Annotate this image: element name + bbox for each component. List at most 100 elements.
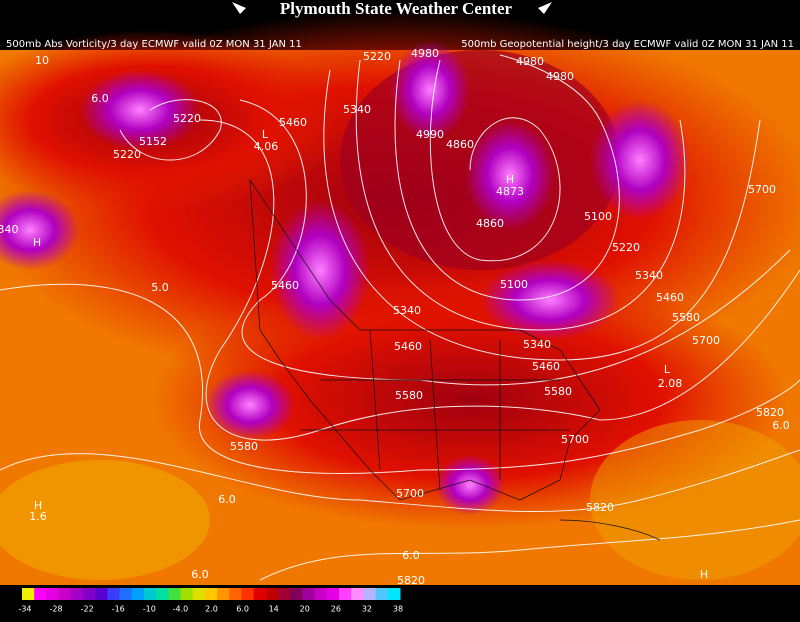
colorbar-swatch — [95, 588, 108, 600]
colorbar-label: 32 — [362, 605, 372, 614]
colorbar-swatch — [326, 588, 340, 600]
colorbar-label: 14 — [269, 605, 279, 614]
contour-label: 5460 — [394, 340, 422, 353]
contour-label: 4.06 — [254, 140, 279, 153]
contour-label: 5340 — [635, 269, 663, 282]
contour-label: 6.0 — [191, 568, 209, 581]
colorbar-swatch — [375, 588, 389, 600]
contour-label: 5460 — [532, 360, 560, 373]
contour-label: 5700 — [396, 487, 424, 500]
colorbar-swatch — [278, 588, 291, 600]
colorbar-swatch — [46, 588, 60, 600]
contour-label: 4873 — [496, 185, 524, 198]
contour-label: 5100 — [500, 278, 528, 291]
contour-label: H — [700, 568, 708, 581]
colorbar-swatch — [119, 588, 133, 600]
colorbar-label: -22 — [81, 605, 94, 614]
title: Plymouth State Weather Center — [280, 0, 513, 18]
contour-label: 340 — [0, 223, 19, 236]
right-caption: 500mb Geopotential height/3 day ECMWF va… — [461, 39, 794, 50]
contour-label: 6.0 — [402, 549, 420, 562]
contour-label: 4860 — [476, 217, 504, 230]
contour-label: 4980 — [411, 47, 439, 60]
colorbar-label: -28 — [50, 605, 63, 614]
contour-label: 5580 — [395, 389, 423, 402]
contour-label: 5700 — [561, 433, 589, 446]
colorbar-label: 20 — [300, 605, 310, 614]
colorbar-swatch — [22, 588, 35, 600]
colorbar-swatch — [168, 588, 182, 600]
contour-label: 4860 — [446, 138, 474, 151]
contour-label: H — [33, 236, 41, 249]
colorbar-swatch — [314, 588, 328, 600]
colorbar-swatch — [156, 588, 169, 600]
colorbar-swatch — [351, 588, 364, 600]
contour-label: 5460 — [271, 279, 299, 292]
contour-label: 4980 — [546, 70, 574, 83]
colorbar-swatch — [192, 588, 206, 600]
contour-label: 5820 — [397, 574, 425, 587]
contour-label: H — [34, 499, 42, 512]
contour-label: 5152 — [139, 135, 167, 148]
colorbar-label: -10 — [143, 605, 156, 614]
contour-label: 5220 — [173, 112, 201, 125]
contour-label: 6.0 — [772, 419, 790, 432]
contour-label: 5.0 — [151, 281, 169, 294]
map — [0, 10, 800, 585]
colorbar-label: 6.0 — [236, 605, 249, 614]
contour-label: 5580 — [672, 311, 700, 324]
contour-label: 5700 — [692, 334, 720, 347]
colorbar-swatch — [290, 588, 303, 600]
contour-label: 5580 — [544, 385, 572, 398]
contour-label: 5820 — [586, 501, 614, 514]
colorbar-swatch — [339, 588, 352, 600]
colorbar-swatch — [253, 588, 267, 600]
contour-label: 5700 — [748, 183, 776, 196]
colorbar-swatch — [34, 588, 47, 600]
colorbar-swatch — [387, 588, 401, 600]
contour-label: 10 — [35, 54, 49, 67]
contour-label: L — [664, 363, 671, 376]
colorbar-swatch — [363, 588, 377, 600]
contour-label: 5340 — [523, 338, 551, 351]
colorbar-swatch — [217, 588, 230, 600]
colorbar-label: -34 — [18, 605, 31, 614]
contour-label: 6.0 — [91, 92, 109, 105]
colorbar-label: 26 — [331, 605, 341, 614]
contour-label: 5220 — [113, 148, 141, 161]
colorbar-label: -16 — [112, 605, 125, 614]
header: Plymouth State Weather Center 500mb Abs … — [6, 0, 794, 50]
contour-label: 5580 — [230, 440, 258, 453]
contour-label: 6.0 — [218, 493, 236, 506]
contour-label: 4990 — [416, 128, 444, 141]
contour-label: 1.6 — [29, 510, 47, 523]
left-caption: 500mb Abs Vorticity/3 day ECMWF valid 0Z… — [6, 39, 302, 50]
colorbar-swatch — [265, 588, 279, 600]
colorbar-label: -4.0 — [173, 605, 189, 614]
contour-label: 5220 — [612, 241, 640, 254]
contour-label: 5820 — [756, 406, 784, 419]
colorbar-swatch — [58, 588, 72, 600]
colorbar-swatch — [241, 588, 255, 600]
colorbar-swatch — [229, 588, 242, 600]
contour-label: 5460 — [279, 116, 307, 129]
colorbar-swatch — [107, 588, 121, 600]
contour-label: 4980 — [516, 55, 544, 68]
colorbar-swatch — [143, 588, 157, 600]
colorbar-swatch — [180, 588, 194, 600]
contour-label: L — [262, 128, 269, 141]
contour-label: 5460 — [656, 291, 684, 304]
colorbar-label: 2.0 — [205, 605, 218, 614]
contour-label: 5220 — [363, 50, 391, 63]
colorbar-label: 38 — [393, 605, 403, 614]
contour-label: 2.08 — [658, 377, 683, 390]
colorbar: -34 -28 -22 -16 -10 -4.0 2.0 6.0 14 20 26 32 38 — [18, 588, 403, 614]
colorbar-swatch — [70, 588, 84, 600]
contour-label: 5340 — [393, 304, 421, 317]
colorbar-swatch — [204, 588, 218, 600]
contour-label: 5340 — [343, 103, 371, 116]
colorbar-swatch — [131, 588, 145, 600]
